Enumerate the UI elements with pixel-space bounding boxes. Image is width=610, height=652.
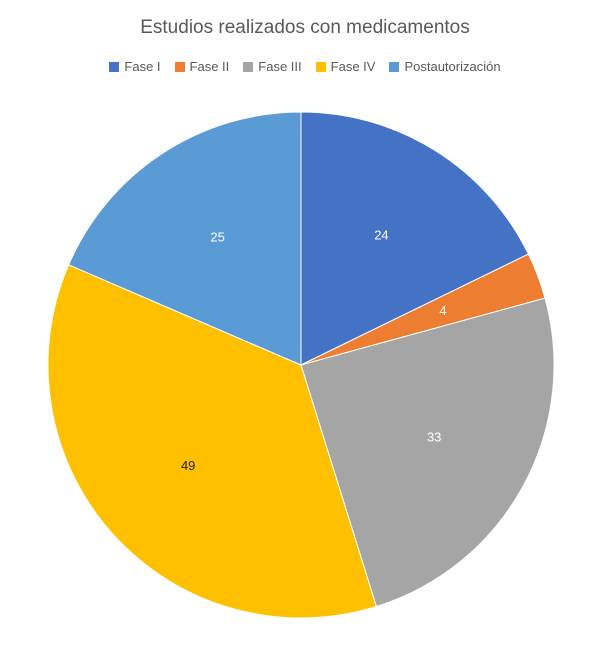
legend-label: Fase IV: [330, 59, 376, 74]
legend-swatch: [243, 61, 254, 72]
chart-title: Estudios realizados con medicamentos: [140, 17, 470, 38]
data-label: 25: [210, 230, 224, 245]
data-label: 49: [181, 458, 195, 473]
legend-label: Postautorización: [404, 59, 501, 74]
legend-label: Fase II: [189, 59, 230, 74]
pie-slice-fase-iii[interactable]: [300, 297, 555, 608]
legend-label: Fase III: [258, 59, 302, 74]
data-label: 4: [439, 303, 446, 318]
legend-item-fase-ii[interactable]: Fase II: [174, 59, 230, 74]
legend-item-postautorizacion[interactable]: Postautorización: [389, 59, 501, 74]
pie-slice-postautorización[interactable]: [68, 111, 302, 366]
data-label: 24: [374, 228, 388, 243]
data-label: 33: [427, 429, 441, 444]
legend-label: Fase I: [124, 59, 161, 74]
legend-swatch: [315, 61, 326, 72]
legend: Fase I Fase II Fase III Fase IV Postauto…: [0, 59, 610, 74]
legend-swatch: [174, 61, 185, 72]
legend-item-fase-iii[interactable]: Fase III: [243, 59, 302, 74]
pie-slice-fase-i[interactable]: [300, 111, 530, 366]
pie-slice-fase-iv[interactable]: [47, 264, 378, 619]
legend-item-fase-i[interactable]: Fase I: [109, 59, 161, 74]
legend-swatch: [109, 61, 120, 72]
legend-swatch: [389, 61, 400, 72]
legend-item-fase-iv[interactable]: Fase IV: [315, 59, 376, 74]
